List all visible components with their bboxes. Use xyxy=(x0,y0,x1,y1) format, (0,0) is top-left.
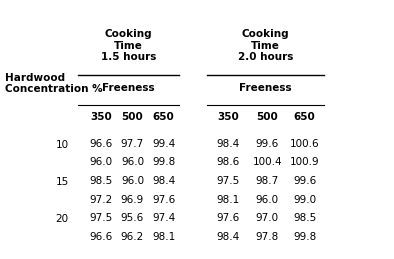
Text: Cooking
Time
2.0 hours: Cooking Time 2.0 hours xyxy=(238,29,293,62)
Text: 99.4: 99.4 xyxy=(152,139,175,149)
Text: 96.6: 96.6 xyxy=(89,232,113,242)
Text: Hardwood
Concentration %: Hardwood Concentration % xyxy=(5,73,103,95)
Text: 98.4: 98.4 xyxy=(217,232,240,242)
Text: 99.6: 99.6 xyxy=(293,176,316,186)
Text: 97.8: 97.8 xyxy=(256,232,279,242)
Text: 96.0: 96.0 xyxy=(121,157,144,167)
Text: 98.1: 98.1 xyxy=(152,232,175,242)
Text: 650: 650 xyxy=(153,112,175,122)
Text: 98.5: 98.5 xyxy=(293,213,316,224)
Text: 98.7: 98.7 xyxy=(256,176,279,186)
Text: 97.0: 97.0 xyxy=(256,213,279,224)
Text: 98.4: 98.4 xyxy=(217,139,240,149)
Text: 96.0: 96.0 xyxy=(121,176,144,186)
Text: 99.8: 99.8 xyxy=(293,232,316,242)
Text: 96.9: 96.9 xyxy=(121,195,144,205)
Text: 99.8: 99.8 xyxy=(152,157,175,167)
Text: 96.0: 96.0 xyxy=(89,157,113,167)
Text: Freeness: Freeness xyxy=(102,83,155,93)
Text: 98.5: 98.5 xyxy=(89,176,113,186)
Text: 97.7: 97.7 xyxy=(121,139,144,149)
Text: 98.1: 98.1 xyxy=(217,195,240,205)
Text: 350: 350 xyxy=(90,112,112,122)
Text: 500: 500 xyxy=(256,112,278,122)
Text: 20: 20 xyxy=(56,214,69,225)
Text: 100.9: 100.9 xyxy=(290,157,320,167)
Text: 10: 10 xyxy=(56,140,69,150)
Text: 500: 500 xyxy=(122,112,143,122)
Text: Freeness: Freeness xyxy=(239,83,292,93)
Text: Cooking
Time
1.5 hours: Cooking Time 1.5 hours xyxy=(101,29,156,62)
Text: 350: 350 xyxy=(217,112,239,122)
Text: 15: 15 xyxy=(56,177,69,187)
Text: 99.6: 99.6 xyxy=(256,139,279,149)
Text: 96.6: 96.6 xyxy=(89,139,113,149)
Text: 98.6: 98.6 xyxy=(217,157,240,167)
Text: 98.4: 98.4 xyxy=(152,176,175,186)
Text: 100.4: 100.4 xyxy=(253,157,282,167)
Text: 97.5: 97.5 xyxy=(89,213,113,224)
Text: 97.4: 97.4 xyxy=(152,213,175,224)
Text: 97.5: 97.5 xyxy=(217,176,240,186)
Text: 96.0: 96.0 xyxy=(256,195,279,205)
Text: 100.6: 100.6 xyxy=(290,139,320,149)
Text: 97.6: 97.6 xyxy=(217,213,240,224)
Text: 96.2: 96.2 xyxy=(121,232,144,242)
Text: 95.6: 95.6 xyxy=(121,213,144,224)
Text: 97.6: 97.6 xyxy=(152,195,175,205)
Text: 97.2: 97.2 xyxy=(89,195,113,205)
Text: 650: 650 xyxy=(294,112,316,122)
Text: 99.0: 99.0 xyxy=(293,195,316,205)
